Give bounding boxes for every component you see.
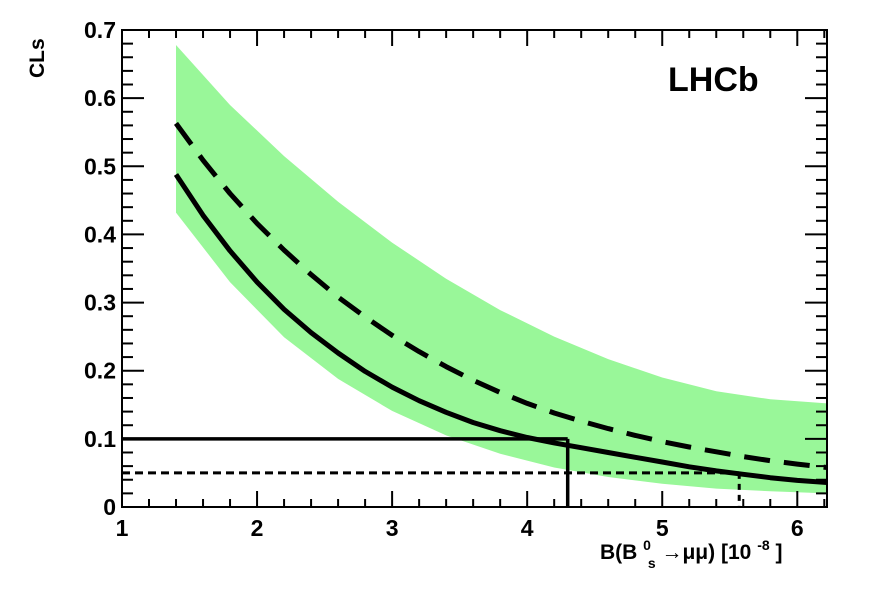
plot-frame [121,29,828,508]
y-tick-label: 0 [103,494,116,520]
observed-curve-solid [173,173,828,485]
x-tick-label: 5 [656,515,669,541]
y-tick-label: 0.7 [84,17,116,43]
series-layer [173,121,828,485]
y-tick-label: 0.2 [84,358,116,384]
x-tick-label: 1 [116,515,129,541]
x-tick-label: 2 [251,515,264,541]
x-axis-title-arrow: →μμ) [10 [661,541,751,564]
ticks-layer [121,29,827,508]
plot-frame-layer [121,29,828,508]
x-axis-title-exponent: -8 [757,537,770,553]
confidence-band-layer [176,45,827,494]
lhcb-watermark: LHCb [668,61,759,99]
x-tick-label: 4 [521,515,534,541]
x-axis-title: B(B 0 s →μμ) [10 -8 ] [600,532,782,573]
x-axis-title-prefix: B(B [600,541,637,564]
y-tick-label: 0.5 [84,153,116,179]
x-tick-label: 3 [386,515,399,541]
x-axis-title-suffix: ] [775,541,782,564]
y-tick-label: 0.3 [84,290,116,316]
x-tick-label: 6 [791,515,804,541]
y-axis-title: CLs [26,38,49,78]
expected-curve-dashed [173,121,828,470]
expected-band [176,45,827,494]
reference-lines-layer [122,437,741,507]
x-axis-title-subscript: s [648,555,656,571]
tick-labels-layer: 1 2 3 4 5 6 0 0.1 0.2 0.3 0.4 0.5 0.6 0.7 [84,17,804,541]
x-axis-title-superscript: 0 [643,537,651,553]
y-tick-label: 0.4 [84,221,116,247]
y-tick-label: 0.6 [84,85,116,111]
y-tick-label: 0.1 [84,426,116,452]
